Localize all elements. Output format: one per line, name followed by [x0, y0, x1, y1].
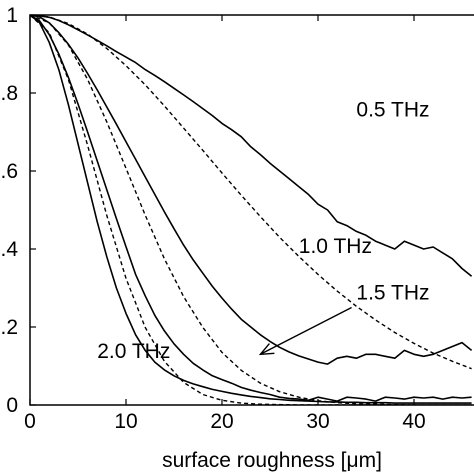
y-tick-label: 1 — [6, 4, 18, 27]
y-tick-label: .8 — [0, 82, 18, 105]
series-line-1-measured — [30, 15, 473, 277]
series-layer — [30, 15, 473, 405]
annotation-arrow-head — [258, 343, 275, 356]
series-line-4-fit — [30, 15, 472, 405]
x-tick-label: 30 — [306, 410, 329, 433]
x-tick-label: 40 — [402, 410, 425, 433]
series-label: 1.0 THz — [299, 235, 372, 258]
x-tick-label: 20 — [210, 410, 233, 433]
series-line-6-measured — [30, 15, 472, 404]
series-line-5-measured — [30, 15, 472, 402]
series-label: 2.0 THz — [97, 340, 170, 363]
labels-layer: 0 10 20 30 40 0 .2 .4 .6 .8 1 — [0, 4, 425, 433]
series-label: 0.5 THz — [356, 98, 429, 121]
x-tick-label: 0 — [24, 410, 36, 433]
series-label: 1.5 THz — [356, 282, 429, 305]
plot-frame — [29, 14, 474, 406]
y-tick-label: .2 — [0, 316, 18, 339]
series-line-2-fit — [30, 15, 472, 370]
ticks-layer — [29, 14, 415, 406]
y-tick-label: 0 — [6, 394, 18, 417]
annotations-layer: 0.5 THz 1.0 THz 1.5 THz 2.0 THz — [97, 98, 429, 363]
y-tick-label: .6 — [0, 160, 18, 183]
y-tick-label: .4 — [0, 238, 18, 261]
x-tick-label: 10 — [114, 410, 137, 433]
x-axis-title: surface roughness [μm] — [162, 449, 382, 472]
annotation-arrow-line — [260, 306, 352, 355]
series-line-3-measured — [30, 15, 473, 365]
series-line-7-fit — [30, 15, 472, 405]
